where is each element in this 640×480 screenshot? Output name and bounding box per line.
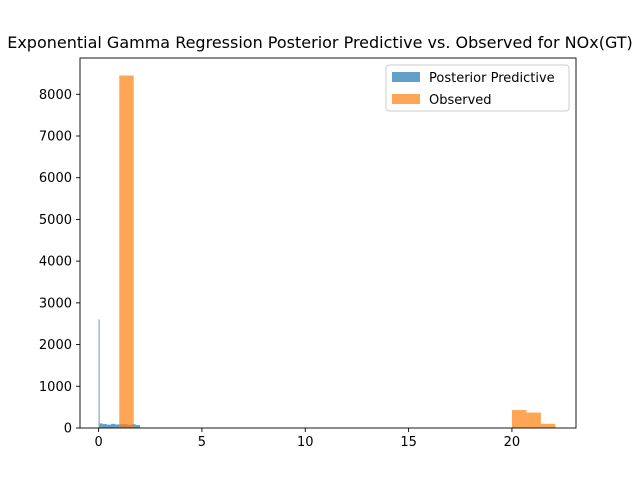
chart-title: Exponential Gamma Regression Posterior P…: [7, 33, 633, 52]
bar-observed-3: [540, 423, 556, 428]
bar-posterior-predictive-2: [102, 424, 107, 428]
y-tick-label: 4000: [39, 255, 72, 270]
legend-label: Observed: [429, 93, 492, 108]
bar-observed-0: [119, 75, 134, 429]
legend-swatch: [392, 94, 420, 104]
bars-layer: [98, 75, 556, 429]
bar-observed-2: [526, 412, 541, 428]
x-tick-label: 10: [297, 435, 314, 450]
x-tick-label: 0: [94, 435, 102, 450]
bar-observed-1: [511, 410, 527, 428]
bar-posterior-predictive-1: [99, 423, 103, 428]
y-tick-label: 0: [64, 422, 72, 437]
bar-posterior-predictive-3: [106, 424, 111, 428]
x-axis: 0 5 10 15 20: [94, 428, 520, 450]
legend: Posterior Predictive Observed: [385, 64, 570, 112]
bar-posterior-predictive-5: [115, 424, 120, 428]
x-tick-label: 15: [400, 435, 417, 450]
y-tick-label: 1000: [39, 380, 72, 395]
bar-posterior-predictive-10: [135, 425, 140, 428]
y-tick-label: 6000: [39, 171, 72, 186]
x-tick-label: 5: [198, 435, 206, 450]
y-tick-label: 5000: [39, 213, 72, 228]
bar-posterior-predictive-4: [111, 423, 116, 428]
plot-frame: [79, 57, 577, 429]
y-tick-label: 8000: [39, 88, 72, 103]
legend-swatch: [392, 72, 420, 82]
y-tick-label: 2000: [39, 338, 72, 353]
y-axis: 0 1000 2000 3000 4000 5000 6000 7000 8000: [39, 88, 80, 437]
y-tick-label: 3000: [39, 296, 72, 311]
bar-posterior-predictive-0: [98, 319, 100, 428]
x-tick-label: 20: [504, 435, 521, 450]
legend-label: Posterior Predictive: [429, 71, 555, 86]
y-tick-label: 7000: [39, 130, 72, 145]
legend-box: [385, 64, 570, 112]
